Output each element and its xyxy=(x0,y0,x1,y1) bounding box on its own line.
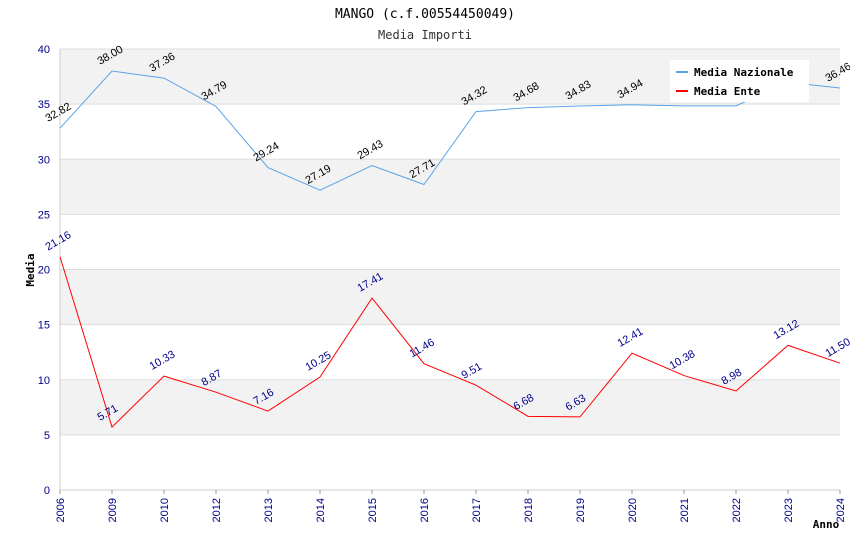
x-tick-label: 2010 xyxy=(159,498,171,522)
x-tick-label: 2018 xyxy=(523,498,535,522)
y-tick-label: 40 xyxy=(38,44,50,56)
y-tick-label: 30 xyxy=(38,154,50,166)
y-axis-ticks: 0 5 10 15 20 25 30 35 40 xyxy=(38,44,50,497)
y-tick-label: 5 xyxy=(44,430,50,442)
legend-label: Media Ente xyxy=(694,85,761,98)
series-line-media-ente xyxy=(59,256,841,428)
x-tick-label: 2013 xyxy=(263,498,275,522)
grid-band xyxy=(60,379,840,435)
x-axis-label: Anno xyxy=(813,518,840,531)
x-tick-label: 2022 xyxy=(731,498,743,522)
y-tick-label: 25 xyxy=(38,209,50,221)
legend: Media Nazionale Media Ente xyxy=(670,60,809,102)
x-tick-label: 2015 xyxy=(367,498,379,522)
x-tick-label: 2009 xyxy=(107,498,119,522)
y-tick-label: 20 xyxy=(38,265,50,277)
grid-band xyxy=(60,269,840,325)
x-tick-label: 2019 xyxy=(575,498,587,522)
grid-band xyxy=(60,324,840,380)
x-tick-label: 2023 xyxy=(783,498,795,522)
grid-band xyxy=(60,214,840,270)
x-tick-label: 2006 xyxy=(55,498,67,522)
y-tick-label: 15 xyxy=(38,320,50,332)
chart-subtitle: Media Importi xyxy=(378,28,472,42)
series-lines xyxy=(59,70,841,428)
legend-label: Media Nazionale xyxy=(694,66,794,79)
y-axis-label: Media xyxy=(24,253,37,286)
background-bands xyxy=(60,49,840,490)
grid-band xyxy=(60,159,840,215)
y-tick-label: 0 xyxy=(44,485,50,497)
x-tick-label: 2012 xyxy=(211,498,223,522)
x-tick-label: 2020 xyxy=(627,498,639,522)
y-tick-label: 35 xyxy=(38,99,50,111)
x-tick-label: 2024 xyxy=(835,498,847,522)
x-tick-label: 2014 xyxy=(315,498,327,522)
x-axis-ticks: 2006 2009 2010 2012 2013 2014 2015 2016 2017 2018… xyxy=(55,490,847,522)
x-tick-label: 2016 xyxy=(419,498,431,522)
legend-box xyxy=(670,60,809,102)
grid-band xyxy=(60,104,840,160)
x-tick-label: 2021 xyxy=(679,498,691,522)
x-tick-label: 2017 xyxy=(471,498,483,522)
series-line-media-nazionale xyxy=(59,70,841,191)
grid-band xyxy=(60,434,840,490)
axes xyxy=(59,49,840,491)
chart-title: MANGO (c.f.00554450049) xyxy=(335,7,515,22)
y-tick-label: 10 xyxy=(38,375,50,387)
